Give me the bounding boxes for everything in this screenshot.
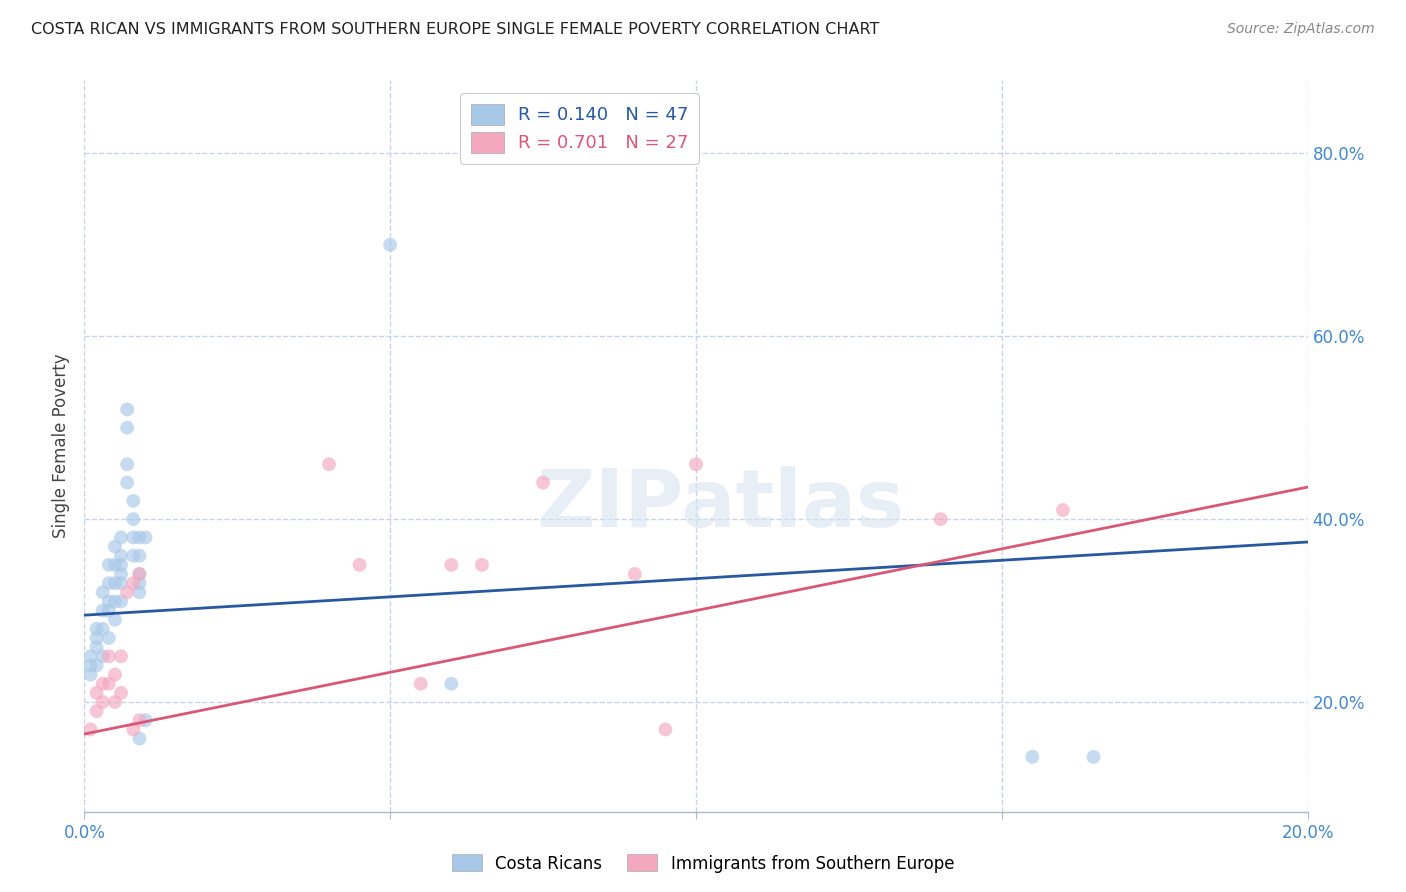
Point	[115, 402, 138, 417]
Point	[624, 567, 647, 582]
Point	[1052, 503, 1074, 517]
Point	[128, 731, 150, 746]
Point	[122, 723, 145, 737]
Point	[685, 457, 707, 471]
Point	[110, 576, 132, 591]
Point	[110, 594, 132, 608]
Point	[110, 558, 132, 572]
Point	[531, 475, 554, 490]
Point	[135, 714, 157, 728]
Point	[79, 723, 101, 737]
Point	[97, 631, 120, 645]
Point	[104, 667, 127, 681]
Point	[122, 494, 145, 508]
Point	[97, 603, 120, 617]
Point	[122, 512, 145, 526]
Point	[86, 640, 108, 655]
Point	[79, 667, 101, 681]
Point	[122, 530, 145, 544]
Point	[128, 567, 150, 582]
Point	[128, 585, 150, 599]
Point	[929, 512, 952, 526]
Point	[110, 530, 132, 544]
Text: ZIPatlas: ZIPatlas	[536, 466, 904, 543]
Point	[91, 649, 114, 664]
Point	[409, 676, 432, 690]
Legend: Costa Ricans, Immigrants from Southern Europe: Costa Ricans, Immigrants from Southern E…	[446, 847, 960, 880]
Point	[115, 475, 138, 490]
Point	[135, 530, 157, 544]
Point	[97, 676, 120, 690]
Point	[1021, 749, 1043, 764]
Point	[104, 540, 127, 554]
Point	[440, 558, 463, 572]
Point	[380, 238, 402, 252]
Point	[91, 622, 114, 636]
Point	[128, 576, 150, 591]
Point	[86, 658, 108, 673]
Point	[86, 631, 108, 645]
Point	[104, 576, 127, 591]
Point	[104, 613, 127, 627]
Point	[97, 649, 120, 664]
Point	[97, 594, 120, 608]
Point	[115, 457, 138, 471]
Point	[110, 686, 132, 700]
Point	[128, 567, 150, 582]
Point	[91, 695, 114, 709]
Point	[110, 549, 132, 563]
Text: COSTA RICAN VS IMMIGRANTS FROM SOUTHERN EUROPE SINGLE FEMALE POVERTY CORRELATION: COSTA RICAN VS IMMIGRANTS FROM SOUTHERN …	[31, 22, 879, 37]
Point	[654, 723, 676, 737]
Point	[471, 558, 494, 572]
Point	[104, 558, 127, 572]
Point	[349, 558, 371, 572]
Point	[440, 676, 463, 690]
Text: Source: ZipAtlas.com: Source: ZipAtlas.com	[1227, 22, 1375, 37]
Point	[110, 567, 132, 582]
Point	[104, 594, 127, 608]
Point	[86, 686, 108, 700]
Point	[79, 649, 101, 664]
Point	[104, 695, 127, 709]
Point	[91, 585, 114, 599]
Point	[122, 549, 145, 563]
Point	[91, 676, 114, 690]
Point	[128, 549, 150, 563]
Point	[91, 603, 114, 617]
Point	[115, 421, 138, 435]
Point	[110, 649, 132, 664]
Point	[128, 530, 150, 544]
Point	[86, 704, 108, 718]
Point	[115, 585, 138, 599]
Point	[1083, 749, 1105, 764]
Point	[97, 576, 120, 591]
Point	[97, 558, 120, 572]
Point	[86, 622, 108, 636]
Point	[79, 658, 101, 673]
Y-axis label: Single Female Poverty: Single Female Poverty	[52, 354, 70, 538]
Point	[318, 457, 340, 471]
Point	[128, 714, 150, 728]
Point	[122, 576, 145, 591]
Legend: R = 0.140   N = 47, R = 0.701   N = 27: R = 0.140 N = 47, R = 0.701 N = 27	[460, 93, 699, 163]
